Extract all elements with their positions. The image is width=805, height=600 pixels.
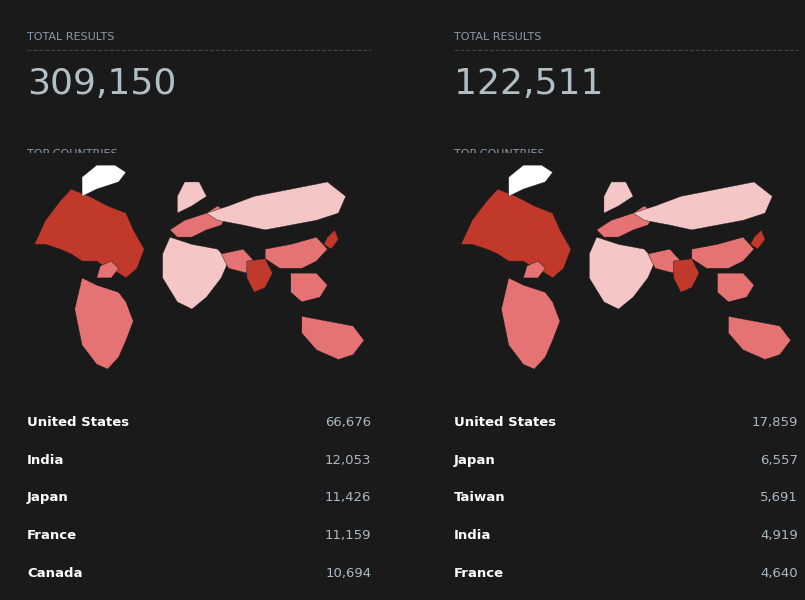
Polygon shape — [589, 237, 655, 309]
Polygon shape — [291, 273, 328, 302]
Text: 66,676: 66,676 — [325, 416, 371, 429]
Polygon shape — [674, 259, 699, 292]
Text: 10,694: 10,694 — [325, 567, 371, 580]
Text: 17,859: 17,859 — [752, 416, 798, 429]
Polygon shape — [221, 249, 254, 273]
Text: France: France — [454, 567, 504, 580]
Text: 11,426: 11,426 — [325, 491, 371, 505]
Polygon shape — [523, 261, 545, 278]
Polygon shape — [247, 259, 272, 292]
Polygon shape — [729, 316, 791, 359]
Polygon shape — [35, 189, 144, 278]
Polygon shape — [82, 165, 126, 196]
Polygon shape — [324, 230, 338, 249]
Polygon shape — [509, 165, 552, 196]
Text: 5,691: 5,691 — [760, 491, 798, 505]
Text: Canada: Canada — [27, 567, 83, 580]
Polygon shape — [177, 182, 207, 213]
Polygon shape — [502, 278, 560, 369]
Text: TOTAL RESULTS: TOTAL RESULTS — [454, 32, 541, 42]
Polygon shape — [604, 182, 634, 213]
Text: India: India — [27, 454, 64, 467]
Text: Taiwan: Taiwan — [454, 491, 506, 505]
Polygon shape — [75, 278, 134, 369]
Polygon shape — [170, 206, 229, 237]
Text: Japan: Japan — [454, 454, 496, 467]
Text: 309,150: 309,150 — [27, 67, 176, 101]
Polygon shape — [717, 273, 754, 302]
Text: United States: United States — [454, 416, 556, 429]
Text: 4,919: 4,919 — [760, 529, 798, 542]
Text: Japan: Japan — [27, 491, 69, 505]
Polygon shape — [302, 316, 364, 359]
Polygon shape — [691, 237, 754, 268]
Text: TOP COUNTRIES: TOP COUNTRIES — [454, 149, 544, 158]
Polygon shape — [597, 206, 655, 237]
Polygon shape — [207, 182, 346, 230]
Polygon shape — [97, 261, 118, 278]
Text: TOP COUNTRIES: TOP COUNTRIES — [27, 149, 118, 158]
Text: India: India — [454, 529, 491, 542]
Text: 122,511: 122,511 — [454, 67, 603, 101]
Polygon shape — [265, 237, 328, 268]
Polygon shape — [461, 189, 571, 278]
Text: 11,159: 11,159 — [324, 529, 371, 542]
Text: France: France — [27, 529, 77, 542]
Polygon shape — [648, 249, 681, 273]
Text: 12,053: 12,053 — [324, 454, 371, 467]
Polygon shape — [750, 230, 765, 249]
Text: 4,640: 4,640 — [761, 567, 798, 580]
Polygon shape — [634, 182, 772, 230]
Text: TOTAL RESULTS: TOTAL RESULTS — [27, 32, 114, 42]
Polygon shape — [163, 237, 229, 309]
Text: United States: United States — [27, 416, 130, 429]
Text: 6,557: 6,557 — [760, 454, 798, 467]
